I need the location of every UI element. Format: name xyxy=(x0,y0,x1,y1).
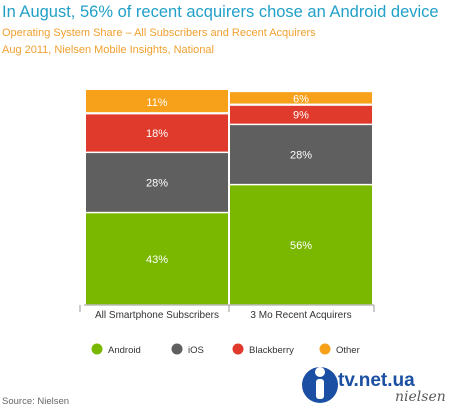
source-note: Source: Nielsen xyxy=(2,396,70,407)
legend-marker-other xyxy=(319,343,331,355)
x-tick-label-2: 3 Mo Recent Acquirers xyxy=(250,310,351,321)
legend-label-other: Other xyxy=(336,345,360,356)
bar-ios-1 xyxy=(86,153,228,212)
bar-android-2 xyxy=(230,185,372,305)
chart-date-subtitle: Aug 2011, Nielsen Mobile Insights, Natio… xyxy=(2,44,214,56)
nielsen-logo-text: nielsen xyxy=(395,389,446,405)
data-label-other-1: 11% xyxy=(146,97,167,109)
chart-subtitle: Operating System Share – All Subscribers… xyxy=(2,27,316,39)
x-tick-label-1: All Smartphone Subscribers xyxy=(95,310,219,321)
legend-marker-android xyxy=(91,343,103,355)
tvnetua-logo-icon xyxy=(302,367,338,403)
bar-android-1 xyxy=(86,213,228,305)
data-label-android-2: 56% xyxy=(290,240,312,252)
bar-blackberry-2 xyxy=(230,105,372,124)
bar-other-1 xyxy=(86,90,228,113)
legend-label-android: Android xyxy=(108,345,141,356)
data-label-ios-2: 28% xyxy=(290,150,312,162)
legend-marker-ios xyxy=(171,343,183,355)
chart-title: In August, 56% of recent acquirers chose… xyxy=(2,3,439,21)
legend-label-ios: iOS xyxy=(188,345,204,356)
data-label-other-2: 6% xyxy=(293,94,309,106)
data-label-blackberry-2: 9% xyxy=(293,110,309,122)
bar-other-2 xyxy=(230,92,372,104)
data-label-ios-1: 28% xyxy=(146,177,168,189)
bar-ios-2 xyxy=(230,125,372,184)
data-label-blackberry-1: 18% xyxy=(146,128,168,140)
legend-label-blackberry: Blackberry xyxy=(249,345,294,356)
bar-blackberry-1 xyxy=(86,114,228,152)
legend-marker-blackberry xyxy=(232,343,244,355)
watermark-site-text: tv.net.ua xyxy=(338,370,415,391)
data-label-android-1: 43% xyxy=(146,254,168,266)
